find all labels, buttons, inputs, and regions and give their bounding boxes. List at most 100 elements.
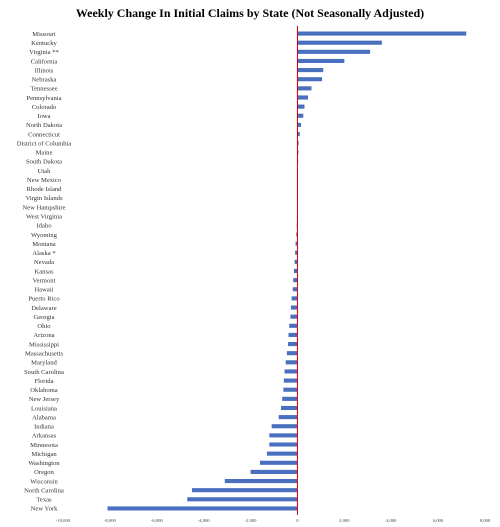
category-label: New Jersey	[29, 396, 60, 403]
x-tick-label: -2,000	[245, 518, 258, 524]
category-label: Nebraska	[32, 77, 57, 84]
x-tick-label: 0	[296, 518, 299, 523]
category-label: Kansas	[34, 268, 53, 275]
bar	[293, 278, 298, 283]
bar	[297, 104, 305, 109]
category-label: Illinois	[35, 67, 54, 74]
x-tick-label: 2,000	[339, 518, 350, 524]
category-label: Minnesota	[30, 442, 58, 449]
category-label: Puerto Rico	[28, 296, 60, 303]
category-label: Indiana	[34, 424, 54, 431]
bar	[297, 131, 300, 137]
category-label: Texas	[36, 497, 52, 504]
bar	[291, 296, 298, 301]
category-label: Hawaii	[34, 287, 53, 294]
bar	[283, 387, 298, 392]
bar	[297, 68, 324, 73]
bar	[297, 95, 308, 100]
category-label: New Hampshire	[22, 204, 65, 211]
bar	[288, 342, 298, 347]
category-label: North Carolina	[24, 487, 64, 494]
bar	[297, 49, 371, 54]
category-label: Oregon	[34, 469, 54, 476]
category-label: District of Columbia	[17, 140, 72, 147]
category-label: Georgia	[33, 314, 54, 321]
bar	[288, 332, 298, 337]
category-labels: Missouri Kentucky Virginia ** California Ill…	[17, 31, 72, 513]
x-tick-label: 6,000	[433, 518, 444, 524]
category-label: Idaho	[36, 223, 52, 230]
x-tick-label: -8,000	[104, 518, 117, 524]
bar	[295, 241, 298, 246]
bar	[191, 488, 298, 493]
category-label: North Dakota	[26, 122, 62, 129]
category-label: Utah	[38, 168, 52, 175]
x-tick-label: -10,000	[56, 518, 71, 524]
category-label: Colorado	[32, 104, 57, 111]
category-label: Tennessee	[31, 86, 58, 93]
bar	[289, 323, 298, 328]
category-label: New York	[31, 506, 58, 513]
bar	[107, 506, 298, 511]
category-label: Vermont	[33, 277, 56, 284]
bar	[297, 40, 382, 45]
category-label: Montana	[32, 241, 56, 248]
category-label: Michigan	[31, 451, 57, 458]
category-label: Mississippi	[29, 341, 59, 348]
category-label: Missouri	[32, 31, 56, 38]
category-label: South Carolina	[24, 369, 64, 376]
category-label: California	[31, 58, 58, 65]
category-label: Maine	[36, 150, 53, 157]
bar	[285, 360, 298, 365]
x-tick-label: -6,000	[151, 518, 164, 524]
bar	[283, 378, 298, 383]
category-label: Maryland	[31, 360, 57, 367]
category-label: Kentucky	[31, 40, 57, 47]
category-label: Nevada	[34, 259, 54, 266]
category-label: Rhode Island	[27, 186, 63, 193]
x-tick-label: 4,000	[386, 518, 397, 524]
bar	[282, 396, 298, 401]
bar	[297, 31, 467, 36]
category-label: Pennsylvania	[26, 95, 61, 102]
bar	[286, 351, 298, 356]
bar	[297, 58, 345, 64]
category-label: South Dakota	[26, 159, 62, 166]
category-label: Oklahoma	[30, 387, 58, 394]
category-label: Alabama	[32, 414, 56, 421]
category-label: Wisconsin	[30, 478, 58, 485]
bar	[271, 424, 298, 429]
chart-title: Weekly Change In Initial Claims by State…	[76, 6, 424, 20]
category-label: Delaware	[31, 305, 56, 312]
bar	[290, 305, 298, 310]
bar	[250, 469, 298, 474]
bar	[278, 415, 298, 420]
category-label: Washington	[28, 460, 60, 467]
bar	[297, 122, 301, 127]
category-label: Iowa	[37, 113, 50, 120]
bar	[293, 268, 298, 274]
x-tick-label: -4,000	[198, 518, 211, 524]
category-label: Florida	[34, 378, 53, 385]
category-label: Connecticut	[28, 131, 60, 138]
bar	[292, 287, 298, 292]
x-tick-label: 8,000	[480, 518, 491, 524]
category-label: Arizona	[33, 332, 54, 339]
category-label: West Virginia	[26, 214, 62, 221]
bar	[297, 77, 323, 82]
bar	[266, 451, 298, 456]
bar	[259, 460, 298, 465]
bar	[297, 86, 312, 91]
category-label: Virgin Islands	[25, 195, 62, 202]
category-label: Arkansas	[32, 433, 57, 440]
category-label: Massachusetts	[25, 350, 64, 357]
bar	[269, 433, 298, 438]
bar	[284, 369, 298, 374]
category-label: Wyoming	[31, 232, 58, 239]
bar	[224, 478, 298, 484]
bar	[297, 141, 299, 146]
category-label: Virginia **	[29, 49, 59, 56]
category-label: Louisiana	[31, 405, 57, 412]
bars	[107, 31, 467, 511]
